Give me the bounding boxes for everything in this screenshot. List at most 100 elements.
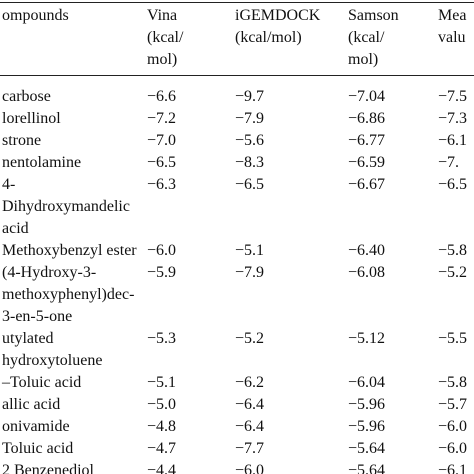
value-cell: −7.7	[233, 438, 346, 460]
value-cell: −7.9	[233, 108, 346, 130]
value-cell: −6.0	[436, 438, 474, 460]
value-cell: −6.77	[346, 130, 436, 152]
table-row: –Toluic acid −5.1 −6.2 −6.04 −5.8	[0, 372, 474, 394]
value-cell: −5.5	[436, 328, 474, 372]
compound-cell: 2 Benzenediol	[0, 460, 145, 474]
cell-line: −6.5	[438, 176, 468, 193]
cell-line: –Toluic acid	[2, 374, 82, 391]
cell-line: −6.0	[438, 440, 468, 457]
cell-line: −9.7	[235, 88, 265, 105]
value-cell: −7.	[436, 152, 474, 174]
cell-line: −5.7	[438, 396, 468, 413]
value-cell: −6.4	[233, 394, 346, 416]
cell-line: −6.4	[235, 418, 265, 435]
value-cell: −7.3	[436, 108, 474, 130]
cell-line: Methoxybenzyl ester	[2, 242, 137, 259]
table-row: carbose −6.6 −9.7 −7.04 −7.5	[0, 76, 474, 109]
cell-line: strone	[2, 132, 42, 149]
cell-line: methoxyphenyl)dec-	[2, 286, 135, 303]
cell-line: −7.9	[235, 110, 265, 127]
cell-line: −5.8	[438, 374, 468, 391]
cell-line: −5.9	[147, 264, 177, 281]
value-cell: −5.64	[346, 460, 436, 474]
header-cell: Mea valu	[436, 3, 474, 76]
value-cell: −5.1	[145, 372, 233, 394]
value-cell: −6.0	[436, 416, 474, 438]
value-cell: −7.0	[145, 130, 233, 152]
cell-line: −5.2	[438, 264, 468, 281]
value-cell: −6.3	[145, 174, 233, 240]
cell-line: (kcal/	[147, 29, 184, 46]
cell-line: −6.5	[147, 154, 177, 171]
cell-line: −7.	[438, 154, 460, 171]
value-cell: −6.4	[233, 416, 346, 438]
value-cell: −6.86	[346, 108, 436, 130]
cell-line: Samson	[348, 7, 399, 24]
value-cell: −6.1	[436, 460, 474, 474]
cell-line: −5.6	[235, 132, 265, 149]
cell-line: acid	[2, 220, 29, 237]
value-cell: −5.3	[145, 328, 233, 372]
cell-line: −5.1	[235, 242, 265, 259]
value-cell: −6.67	[346, 174, 436, 240]
cell-line: −6.1	[438, 132, 468, 149]
cell-line: −6.1	[438, 462, 468, 474]
cell-line: Toluic acid	[2, 440, 74, 457]
cell-line: carbose	[2, 88, 51, 105]
value-cell: −5.9	[145, 262, 233, 328]
cell-line: −6.0	[235, 462, 265, 474]
table-row: nentolamine −6.5 −8.3 −6.59 −7.	[0, 152, 474, 174]
value-cell: −5.1	[233, 240, 346, 262]
value-cell: −6.5	[436, 174, 474, 240]
table-row: utylated hydroxytoluene −5.3 −5.2 −5.12 −5.5	[0, 328, 474, 372]
value-cell: −6.59	[346, 152, 436, 174]
value-cell: −4.7	[145, 438, 233, 460]
compound-cell: strone	[0, 130, 145, 152]
value-cell: −6.6	[145, 76, 233, 109]
value-cell: −7.04	[346, 76, 436, 109]
compound-cell: onivamide	[0, 416, 145, 438]
compound-cell: (4-Hydroxy-3- methoxyphenyl)dec- 3-en-5-on…	[0, 262, 145, 328]
compound-cell: Methoxybenzyl ester	[0, 240, 145, 262]
compound-cell: utylated hydroxytoluene	[0, 328, 145, 372]
value-cell: −6.40	[346, 240, 436, 262]
compound-cell: Toluic acid	[0, 438, 145, 460]
cell-line: −5.0	[147, 396, 177, 413]
table-row: onivamide −4.8 −6.4 −5.96 −6.0	[0, 416, 474, 438]
value-cell: −6.1	[436, 130, 474, 152]
cell-line: −5.5	[438, 330, 468, 347]
value-cell: −7.2	[145, 108, 233, 130]
table-row: strone −7.0 −5.6 −6.77 −6.1	[0, 130, 474, 152]
value-cell: −5.64	[346, 438, 436, 460]
cell-line: −6.0	[438, 418, 468, 435]
cell-line: Mea	[438, 7, 467, 24]
cell-line: −5.2	[235, 330, 265, 347]
value-cell: −6.2	[233, 372, 346, 394]
cell-line: −6.59	[348, 154, 386, 171]
cell-line: 4-	[2, 176, 16, 193]
value-cell: −6.5	[233, 174, 346, 240]
cell-line: −5.1	[147, 374, 177, 391]
cell-line: 3-en-5-one	[2, 308, 73, 325]
value-cell: −6.0	[233, 460, 346, 474]
value-cell: −5.96	[346, 394, 436, 416]
value-cell: −8.3	[233, 152, 346, 174]
cell-line: −6.40	[348, 242, 386, 259]
cell-line: 2 Benzenediol	[2, 462, 94, 474]
cell-line: −5.96	[348, 418, 386, 435]
cell-line: −7.7	[235, 440, 265, 457]
header-cell: Vina (kcal/mol)	[145, 3, 233, 76]
cell-line: −6.5	[235, 176, 265, 193]
cell-line: −7.2	[147, 110, 177, 127]
cell-line: Dihydroxymandelic	[2, 198, 130, 215]
cell-line: ompounds	[2, 7, 69, 24]
table-row: (4-Hydroxy-3- methoxyphenyl)dec- 3-en-5-on…	[0, 262, 474, 328]
cell-line: (kcal/	[348, 29, 385, 46]
cell-line: utylated	[2, 330, 54, 347]
value-cell: −7.5	[436, 76, 474, 109]
cell-line: valu	[438, 29, 466, 46]
value-cell: −5.8	[436, 240, 474, 262]
cell-line: −5.8	[438, 242, 468, 259]
value-cell: −6.5	[145, 152, 233, 174]
